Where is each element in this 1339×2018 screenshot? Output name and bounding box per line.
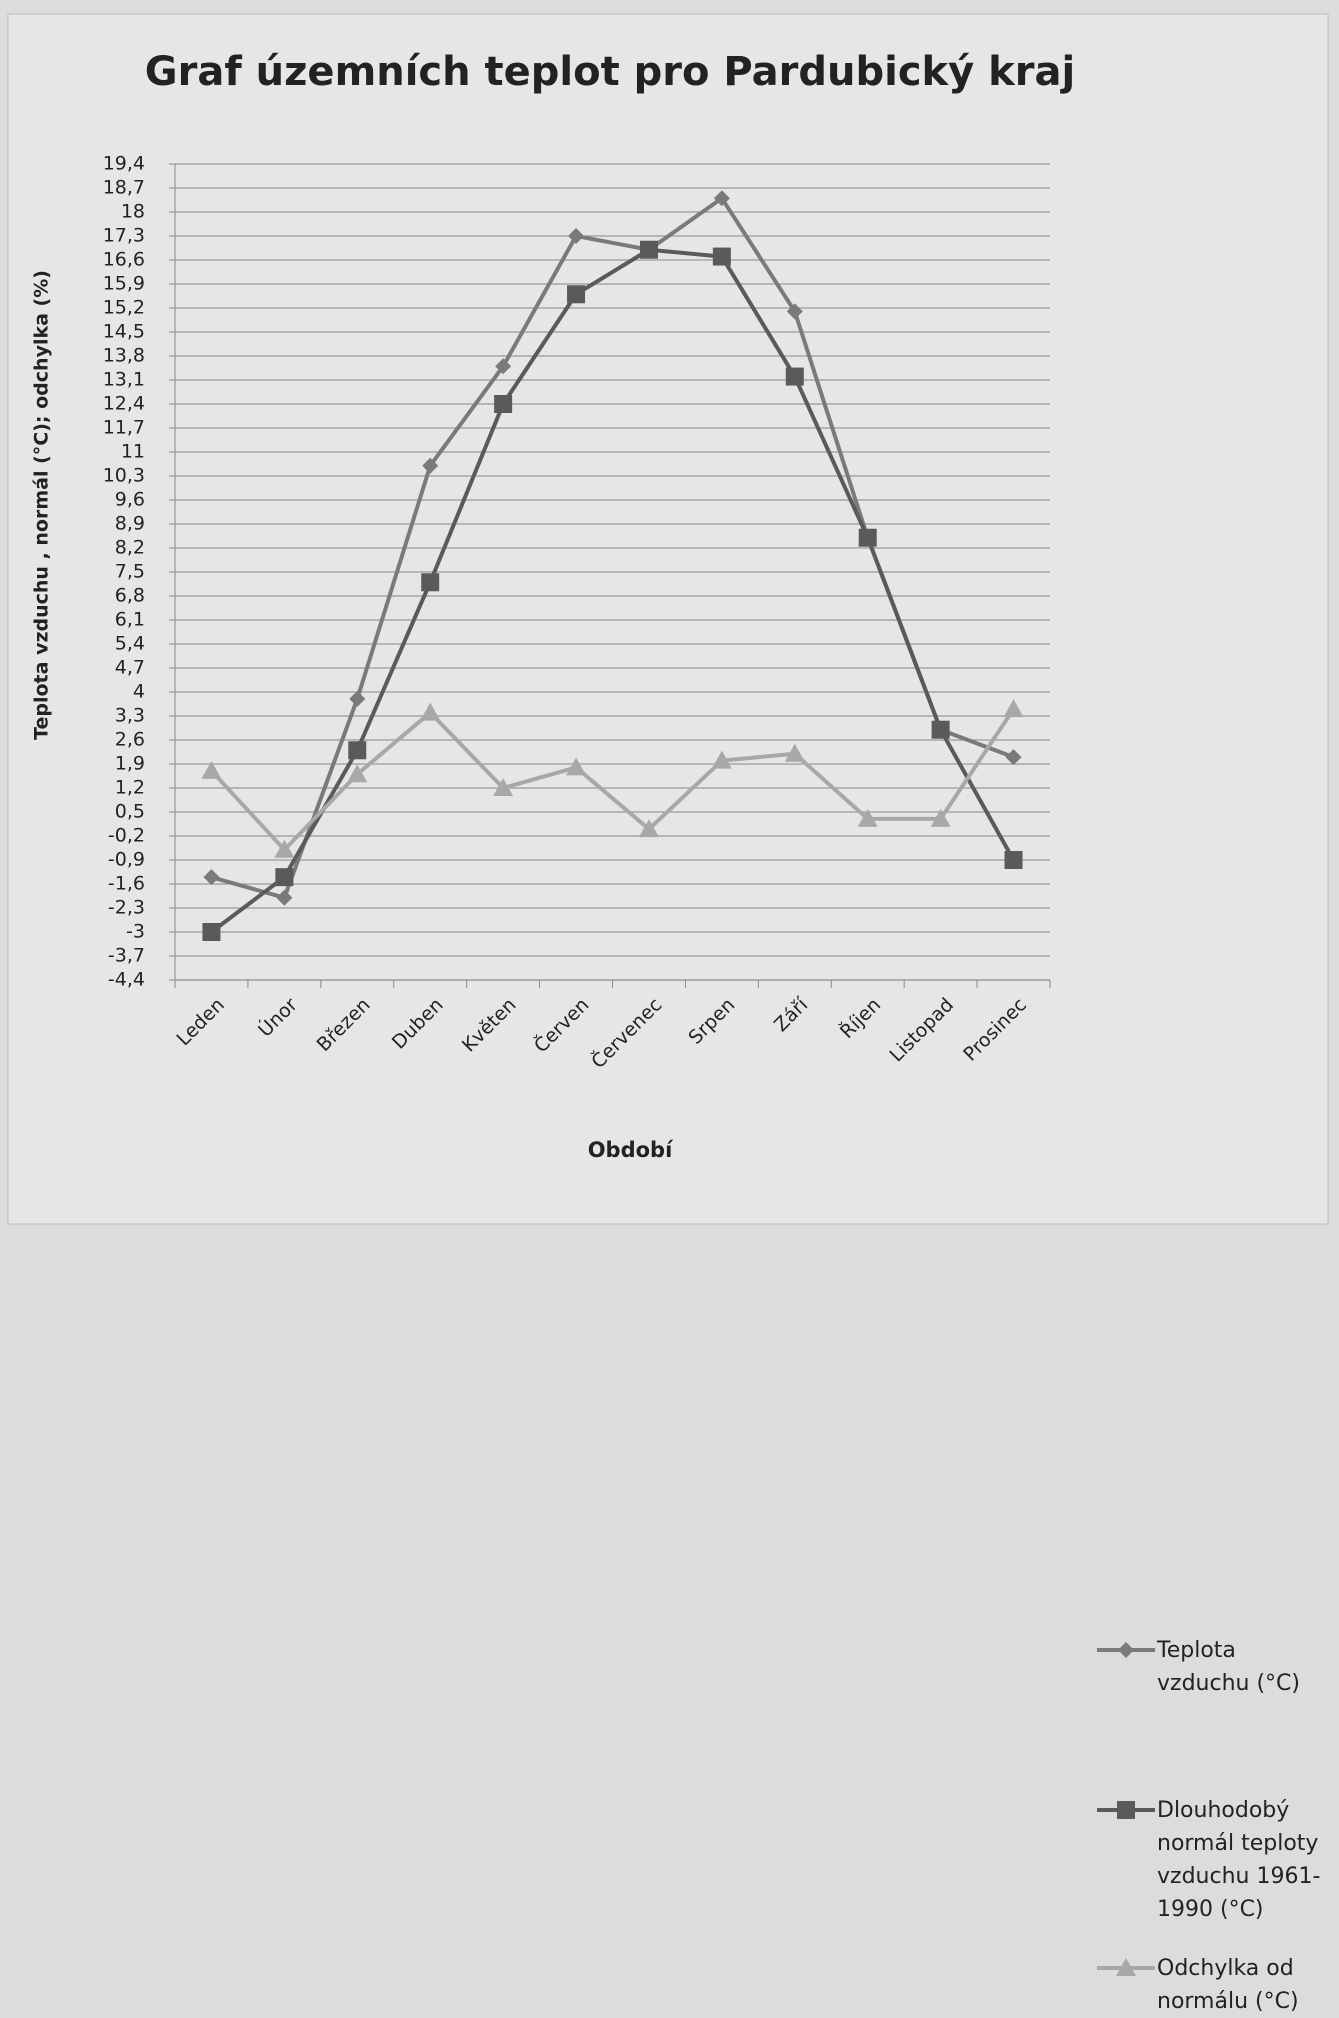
- page: Graf územních teplot pro Pardubický kraj…: [7, 13, 1329, 2014]
- legend-entry: Odchylka od normálu (°C): [1095, 1952, 1332, 2018]
- y-tick-label: -2,3: [108, 897, 145, 919]
- marker: [276, 889, 293, 906]
- series: [202, 240, 1023, 941]
- legend-entry: Teplota vzduchu (°C): [1095, 1634, 1332, 1700]
- legend-entry: Dlouhodobý normál teploty vzduchu 1961-1…: [1095, 1794, 1332, 1926]
- y-tick-label: -3: [126, 921, 145, 943]
- marker: [711, 750, 732, 769]
- y-tick-label: 18,7: [103, 177, 145, 199]
- marker: [421, 573, 440, 592]
- y-tick-label: 7,5: [115, 561, 145, 583]
- y-tick-label: 13,8: [103, 345, 145, 367]
- y-tick-label: 1,9: [115, 753, 145, 775]
- marker: [566, 757, 587, 776]
- y-tick-label: 6,1: [115, 609, 145, 631]
- y-axis-label: Teplota vzduchu , normál (°C); odchylka …: [31, 270, 53, 740]
- legend-swatch: [1097, 1642, 1155, 1658]
- y-tick-label: 3,3: [115, 705, 145, 727]
- marker: [274, 839, 295, 858]
- y-tick-label: -0,9: [108, 849, 145, 871]
- marker: [349, 690, 366, 707]
- marker: [1004, 851, 1023, 869]
- marker: [785, 367, 804, 386]
- y-tick-label: 5,4: [115, 633, 145, 655]
- marker: [786, 303, 803, 320]
- y-tick-label: 12,4: [103, 393, 145, 415]
- marker: [1117, 1801, 1135, 1819]
- y-tick-label: 15,2: [103, 297, 145, 319]
- marker: [201, 760, 222, 779]
- chart-frame: [7, 13, 1329, 1225]
- marker: [495, 358, 512, 375]
- marker: [931, 720, 950, 739]
- y-tick-label: 14,5: [103, 321, 145, 343]
- y-tick-label: -4,4: [108, 969, 145, 991]
- marker: [420, 702, 441, 721]
- marker: [493, 778, 514, 796]
- y-tick-label: 15,9: [103, 273, 145, 295]
- marker: [857, 808, 878, 827]
- y-tick-label: -1,6: [108, 873, 145, 895]
- marker: [1118, 1642, 1134, 1658]
- legend-label: Teplota vzduchu (°C): [1157, 1638, 1300, 1696]
- x-axis-label: Období: [588, 1138, 674, 1162]
- marker: [858, 528, 877, 547]
- y-tick-label: 11: [121, 441, 145, 463]
- y-tick-label: 6,8: [115, 585, 145, 607]
- series-line: [209, 708, 1016, 852]
- marker: [712, 247, 731, 266]
- marker: [784, 743, 805, 762]
- y-tick-label: 9,6: [115, 489, 145, 511]
- marker: [348, 741, 367, 760]
- marker: [713, 190, 730, 207]
- y-tick-label: -3,7: [108, 945, 145, 967]
- marker: [494, 395, 513, 413]
- y-tick-label: 18: [121, 201, 145, 223]
- series-line: [210, 247, 1016, 934]
- y-tick-label: 4,7: [115, 657, 145, 679]
- marker: [347, 764, 368, 783]
- y-tick-label: 19,4: [103, 153, 145, 175]
- y-tick-label: 2,6: [115, 729, 145, 751]
- chart: Graf územních teplot pro Pardubický kraj…: [7, 13, 1329, 1225]
- y-tick-label: 10,3: [103, 465, 145, 487]
- marker: [638, 819, 659, 838]
- marker: [275, 868, 294, 887]
- y-tick-label: 1,2: [115, 777, 145, 799]
- series: [201, 699, 1024, 858]
- y-tick-label: 0,5: [115, 801, 145, 823]
- marker: [1003, 699, 1024, 718]
- chart-title: Graf územních teplot pro Pardubický kraj: [145, 49, 1075, 95]
- y-tick-label: 8,2: [115, 537, 145, 559]
- legend-swatch: [1097, 1801, 1155, 1819]
- y-tick-label: 16,6: [103, 249, 145, 271]
- marker: [202, 923, 221, 941]
- y-tick-label: 17,3: [103, 225, 145, 247]
- marker: [639, 240, 658, 259]
- y-tick-label: -0,2: [108, 825, 145, 847]
- legend-label: Odchylka od normálu (°C): [1157, 1956, 1299, 2014]
- legend-label: Dlouhodobý normál teploty vzduchu 1961-1…: [1157, 1798, 1321, 1922]
- marker: [930, 808, 951, 827]
- marker: [568, 228, 585, 244]
- marker: [567, 285, 586, 304]
- y-tick-label: 4: [133, 681, 145, 703]
- marker: [422, 457, 439, 474]
- y-tick-label: 11,7: [103, 417, 145, 439]
- marker: [1005, 749, 1022, 766]
- y-tick-label: 8,9: [115, 513, 145, 535]
- legend-swatch: [1097, 1958, 1155, 1976]
- marker: [203, 869, 220, 886]
- y-tick-label: 13,1: [103, 369, 145, 391]
